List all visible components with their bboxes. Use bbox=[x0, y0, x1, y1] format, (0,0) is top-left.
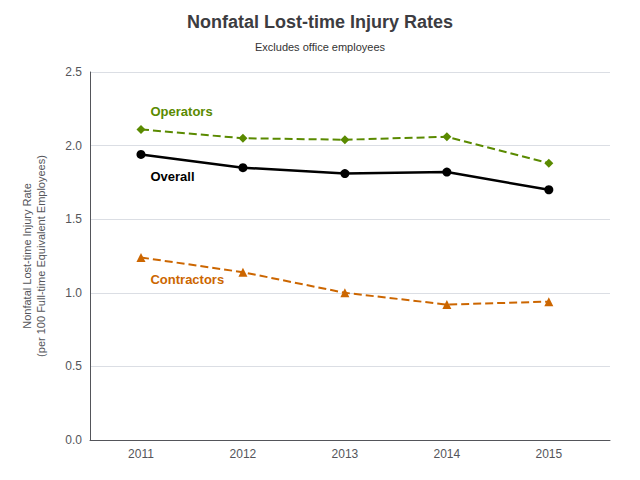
svg-text:2011: 2011 bbox=[128, 447, 154, 461]
svg-text:2012: 2012 bbox=[230, 447, 257, 461]
svg-text:Excludes office employees: Excludes office employees bbox=[255, 41, 386, 53]
svg-text:1.0: 1.0 bbox=[65, 286, 82, 300]
svg-text:2.0: 2.0 bbox=[65, 139, 82, 153]
svg-text:2015: 2015 bbox=[535, 447, 562, 461]
svg-text:1.5: 1.5 bbox=[65, 212, 82, 226]
svg-text:2014: 2014 bbox=[434, 447, 461, 461]
svg-text:(per 100 Full-time Equivalent: (per 100 Full-time Equivalent Employees) bbox=[35, 155, 47, 357]
svg-text:Operators: Operators bbox=[150, 104, 212, 119]
svg-text:Nonfatal Lost-time Injury Rate: Nonfatal Lost-time Injury Rates bbox=[187, 12, 453, 32]
svg-text:Contractors: Contractors bbox=[150, 272, 224, 287]
svg-text:2.5: 2.5 bbox=[65, 65, 82, 79]
svg-text:Overall: Overall bbox=[150, 169, 194, 184]
svg-text:0.5: 0.5 bbox=[65, 359, 82, 373]
svg-text:2013: 2013 bbox=[332, 447, 359, 461]
svg-text:Nonfatal Lost-time Injury Rate: Nonfatal Lost-time Injury Rate bbox=[21, 183, 33, 329]
svg-text:0.0: 0.0 bbox=[65, 433, 82, 447]
